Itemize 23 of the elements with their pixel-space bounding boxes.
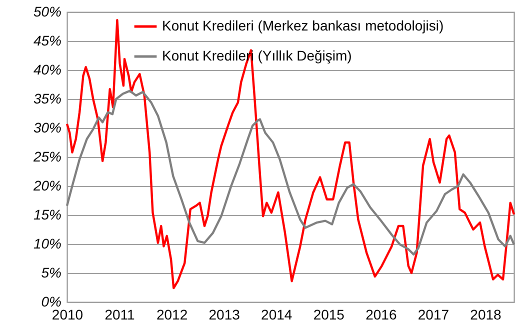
legend-label: Konut Kredileri (Merkez bankası metodolojisi) [162, 18, 444, 34]
x-tick-label: 2010 [52, 306, 84, 322]
y-tick-label: 25% [32, 148, 62, 164]
y-tick-label: 40% [33, 62, 62, 78]
y-tick-label: 5% [41, 264, 62, 280]
x-tick-label: 2011 [104, 306, 136, 322]
y-tick-label: 0% [41, 294, 62, 310]
y-tick-label: 35% [33, 90, 62, 106]
x-tick-label: 2018 [470, 306, 502, 322]
x-tick-label: 2013 [208, 306, 240, 322]
y-tick-label: 45% [33, 32, 62, 48]
line-series [66, 19, 516, 290]
x-tick-label: 2015 [313, 306, 345, 322]
y-tick-label: 20% [32, 178, 62, 194]
x-tick-label: 2017 [418, 306, 450, 322]
y-tick-label: 30% [33, 120, 62, 136]
y-tick-label: 10% [33, 236, 62, 252]
y-tick-label: 15% [33, 206, 62, 222]
line-series [66, 90, 516, 256]
y-tick-label: 50% [33, 4, 62, 20]
x-tick-label: 2016 [366, 306, 397, 322]
x-tick-label: 2012 [156, 306, 188, 322]
x-tick-label: 2014 [261, 306, 292, 322]
